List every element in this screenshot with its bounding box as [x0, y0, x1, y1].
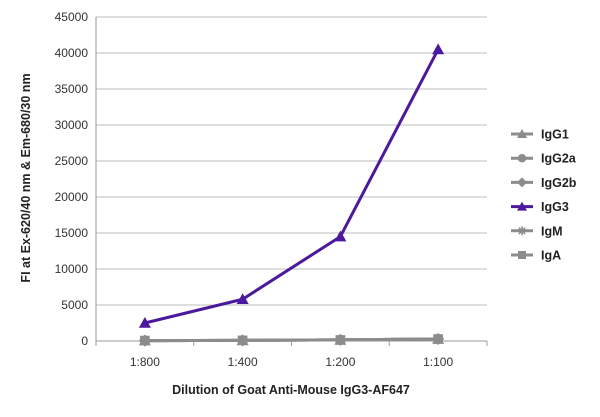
legend-marker-iga: [518, 251, 526, 259]
y-tick-label: 40000: [55, 46, 89, 60]
legend-item-igm: IgM: [511, 224, 563, 238]
y-tick-label: 35000: [55, 82, 89, 96]
legend-label: IgM: [541, 224, 563, 238]
legend-marker-igg2a: [517, 153, 527, 163]
series-iga: [140, 334, 443, 346]
data-point-iga: [237, 335, 248, 346]
legend-item-igg1: IgG1: [511, 128, 569, 142]
legend: IgG1 IgG2a IgG2b IgG3 IgM IgA: [511, 128, 577, 263]
data-point-iga: [140, 335, 150, 346]
x-tick-label: 1:100: [423, 355, 453, 369]
data-point-iga: [433, 334, 443, 344]
series-line-igg3: [144, 48, 440, 325]
legend-item-igg3: IgG3: [511, 200, 569, 214]
x-tick-label: 1:200: [325, 355, 355, 369]
legend-marker-igg1: [517, 129, 527, 138]
axes: 0 5000 10000 15000 20000 25000 30000 35000 40000…: [55, 10, 488, 369]
series-igg3: [138, 43, 445, 328]
x-tick-label: 1:800: [130, 355, 160, 369]
legend-item-igg2a: IgG2a: [511, 152, 577, 166]
y-tick-label: 20000: [55, 190, 89, 204]
data-point-igg3: [138, 317, 151, 328]
gridlines: [96, 16, 487, 342]
data-point-igg3: [432, 43, 445, 55]
y-tick-label: 30000: [55, 118, 89, 132]
legend-marker-igg3: [517, 201, 527, 211]
legend-label: IgA: [541, 249, 561, 263]
legend-item-igg2b: IgG2b: [511, 176, 577, 190]
legend-label: IgG3: [541, 200, 569, 214]
data-point-igg3: [236, 293, 249, 305]
star-stroke: [518, 227, 526, 235]
series-layer: [138, 43, 445, 347]
data-point-iga: [335, 335, 346, 345]
y-tick-label: 15000: [55, 226, 89, 240]
data-point-igg3: [334, 230, 347, 242]
legend-label: IgG1: [541, 128, 569, 142]
y-tick-label: 10000: [55, 262, 89, 276]
legend-item-iga: IgA: [511, 249, 561, 263]
legend-label: IgG2a: [541, 152, 577, 166]
legend-label: IgG2b: [541, 176, 577, 190]
legend-marker-igg2b: [517, 177, 527, 188]
y-tick-label: 25000: [55, 154, 89, 168]
y-tick-label: 5000: [61, 298, 88, 312]
y-tick-label: 45000: [55, 10, 89, 24]
y-axis-title: FI at Ex-620/40 nm & Em-680/30 nm: [19, 73, 33, 282]
x-tick-label: 1:400: [228, 355, 258, 369]
series-line-iga: [144, 337, 439, 343]
y-tick-label: 0: [81, 334, 88, 348]
x-axis-title: Dilution of Goat Anti-Mouse IgG3-AF647: [172, 383, 410, 397]
legend-marker-igm: [517, 226, 527, 236]
